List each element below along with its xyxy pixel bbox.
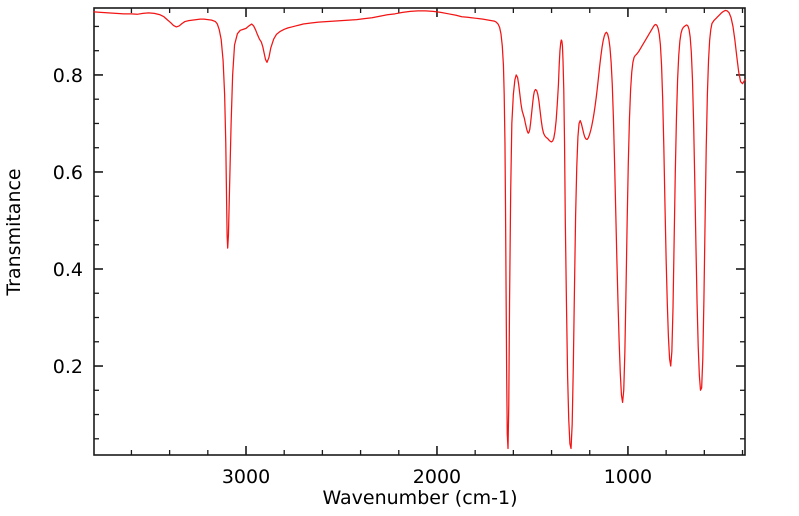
plot-frame	[93, 7, 746, 456]
y-tick-label: 0.6	[53, 162, 83, 184]
spectrum-line	[93, 9, 746, 450]
y-axis-tick-labels: 0.2 0.4 0.6 0.8	[53, 65, 83, 378]
x-tick-label: 1000	[604, 466, 652, 488]
x-axis-tick-labels: 3000 2000 1000	[222, 466, 652, 488]
x-axis-title: Wavenumber (cm-1)	[322, 487, 517, 509]
x-tick-label: 3000	[222, 466, 270, 488]
y-tick-label: 0.4	[53, 259, 83, 281]
y-axis-ticks	[94, 25, 745, 440]
x-axis-ticks	[130, 8, 744, 455]
y-tick-label: 0.8	[53, 65, 83, 87]
y-axis-title: Transmitance	[3, 168, 25, 296]
y-tick-label: 0.2	[53, 356, 83, 378]
x-tick-label: 2000	[413, 466, 461, 488]
